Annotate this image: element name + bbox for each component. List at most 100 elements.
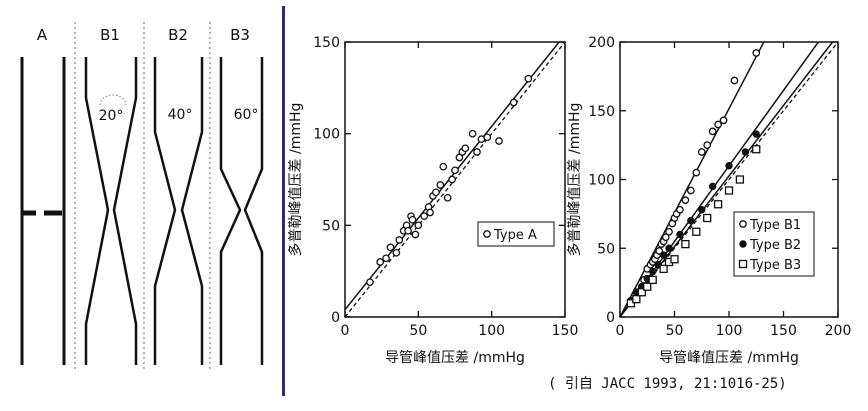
legend-label: Type B1 [749,218,801,233]
x-tick-label: 50 [666,323,684,339]
data-point [404,226,412,235]
data-point [509,98,518,107]
data-point [686,186,695,195]
data-point [366,278,374,287]
source-note: ( 引自 JACC 1993, 21:1016-25) [548,376,787,392]
data-point [414,221,423,230]
data-point [681,239,690,249]
data-point [632,294,641,304]
legend-marker [739,220,747,228]
x-axis-label: 导管峰值压差 /mmHg [659,350,799,366]
vessel-b3 [219,57,264,365]
data-point [432,188,440,197]
data-point [724,186,734,195]
data-point [395,236,404,244]
data-point [376,258,385,266]
angle-arc-icon [99,94,127,106]
data-point [725,162,733,170]
series-points [366,74,533,287]
regression-line [620,42,765,317]
data-point [439,162,448,171]
data-point [411,230,420,239]
label-b3: B3 [230,26,250,44]
angle-label-b1: 20° [99,108,124,124]
data-point [473,148,481,156]
data-point [681,196,690,204]
legend-marker [738,259,748,269]
data-point [670,255,679,264]
legend-marker [483,230,491,238]
y-tick-label: 150 [588,104,615,120]
data-point [752,145,761,154]
data-point [687,217,695,225]
stenosis-diagram: A B1 B2 B3 20° 40° 60° [20,22,264,372]
label-a: A [37,26,48,44]
data-point [448,175,456,184]
label-b1: B1 [100,26,120,44]
vessel-a [20,57,66,365]
data-point [741,148,750,156]
angle-label-b3: 60° [234,107,259,123]
x-axis-label: 导管峰值压差 /mmHg [385,350,525,366]
vessel-b2 [153,57,204,365]
y-tick-label: 0 [331,310,340,326]
data-point [661,233,670,242]
data-point [382,254,390,263]
legend-label: Type A [493,228,537,243]
data-point [408,215,417,224]
data-point [714,120,722,129]
y-tick-label: 50 [597,241,615,257]
x-tick-label: 50 [409,323,427,339]
x-tick-label: 0 [341,323,350,339]
data-point [665,227,673,236]
data-point [386,243,395,252]
data-point [392,248,401,257]
data-point [692,227,701,236]
legend: Type A [477,221,555,247]
data-point [703,141,712,149]
data-point [495,137,503,145]
data-point [436,181,445,189]
data-point [708,127,717,136]
panel-divider [282,6,285,396]
data-point [483,133,492,142]
y-tick-label: 0 [606,310,615,326]
plot-frame [344,41,566,318]
data-point [708,182,717,191]
label-b2: B2 [168,26,188,44]
data-point [648,275,657,285]
legend-box [733,211,815,277]
data-point [655,247,664,255]
data-point [735,175,745,184]
data-point [692,168,701,177]
x-tick-label: 200 [825,323,852,339]
y-axis-label: 多普勒峰值压差 /mmHg [566,103,583,257]
chart-type-b: 0 50 100 150 200 0 50 100 150 200 导管峰值压差 /mmHg 多普勒峰… [566,35,851,366]
y-axis-label: 多普勒峰值压差 /mmHg [287,103,304,257]
legend-label: Type B2 [749,238,801,253]
data-point [443,193,452,202]
data-point [420,212,429,221]
legend-marker [739,240,747,248]
x-tick-label: 100 [478,323,505,339]
data-point [468,129,477,138]
series-points [627,130,760,305]
data-point [676,205,684,214]
vessel-b1 [84,57,138,365]
data-point [461,144,470,153]
x-tick-label: 150 [552,323,579,339]
series-points [626,145,761,308]
data-point [698,206,706,214]
data-point [426,208,434,217]
y-tick-label: 200 [588,35,615,51]
data-point [719,116,728,125]
x-tick-label: 150 [770,323,797,339]
data-point [659,264,668,274]
data-point [637,288,646,297]
y-tick-label: 100 [313,127,340,143]
data-point [703,213,712,223]
data-point [713,200,723,209]
legend-label: Type B3 [749,258,801,273]
chart-type-a: 0 50 100 150 0 50 100 150 导管峰值压差 /mmHg 多普勒峰值压差 /m… [287,35,578,366]
